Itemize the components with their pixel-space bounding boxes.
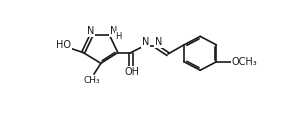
Text: N: N xyxy=(110,26,117,36)
Text: N: N xyxy=(87,26,94,36)
Text: OCH₃: OCH₃ xyxy=(232,57,258,67)
Text: OH: OH xyxy=(125,67,140,77)
Text: N: N xyxy=(155,37,162,47)
Text: CH₃: CH₃ xyxy=(83,76,100,85)
Text: H: H xyxy=(115,32,122,41)
Text: HO: HO xyxy=(57,40,71,50)
Text: N: N xyxy=(142,37,149,47)
